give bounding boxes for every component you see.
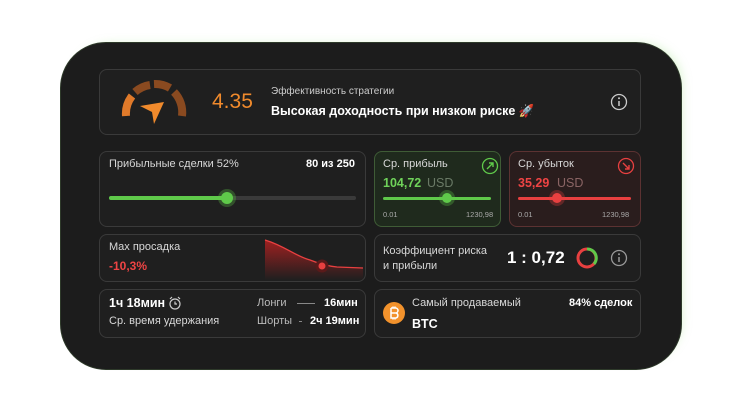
efficiency-panel bbox=[99, 69, 641, 135]
loss-max: 1230,98 bbox=[602, 210, 630, 219]
drawdown-chart bbox=[264, 239, 364, 280]
score: 4.35 bbox=[212, 90, 253, 113]
loss-track bbox=[518, 197, 631, 200]
longs-value: 16мин bbox=[324, 297, 358, 309]
profit-knob bbox=[442, 193, 452, 203]
caption: Эффективность стратегии bbox=[271, 86, 395, 97]
drawdown-value: -10,3% bbox=[109, 259, 148, 273]
top-sold-ticker: BTC bbox=[412, 317, 438, 331]
risk-label-2: и прибыли bbox=[383, 260, 438, 272]
shorts-value: 2ч 19мин bbox=[310, 315, 360, 327]
drawdown-label: Max просадка bbox=[109, 241, 181, 253]
profit-label: Ср. прибыль bbox=[383, 158, 448, 170]
profitable-knob bbox=[221, 192, 233, 204]
headline: Высокая доходность при низком риске 🚀 bbox=[271, 104, 535, 118]
top-sold-share: 84% сделок bbox=[569, 297, 633, 309]
info-icon[interactable] bbox=[610, 93, 628, 111]
loss-label: Ср. убыток bbox=[518, 158, 574, 170]
profitable-panel bbox=[99, 151, 366, 227]
loss-min: 0.01 bbox=[518, 210, 533, 219]
profit-unit: USD bbox=[427, 176, 454, 190]
clock-icon bbox=[169, 296, 181, 310]
top-sold-caption: Самый продаваемый bbox=[412, 297, 521, 309]
gauge-icon bbox=[121, 80, 187, 124]
hold-caption: Ср. время удержания bbox=[109, 315, 220, 327]
hold-time: 1ч 18мин bbox=[109, 296, 166, 310]
profit-min: 0.01 bbox=[383, 210, 398, 219]
risk-donut bbox=[576, 247, 598, 269]
top-sold-panel bbox=[374, 289, 641, 338]
btc-icon bbox=[383, 302, 405, 324]
profit-track bbox=[383, 197, 491, 200]
profitable-fill bbox=[109, 196, 228, 200]
shorts-label: Шорты bbox=[257, 315, 293, 327]
profitable-label: Прибыльные сделки 52% bbox=[109, 158, 239, 170]
profit-panel bbox=[374, 151, 501, 227]
loss-unit: USD bbox=[557, 176, 584, 190]
longs-bar bbox=[297, 303, 315, 304]
risk-label-1: Коэффициент риска bbox=[383, 245, 488, 257]
loss-knob bbox=[552, 193, 562, 203]
profitable-count: 80 из 250 bbox=[306, 158, 355, 170]
longs-label: Лонги bbox=[257, 297, 287, 309]
loss-value: 35,29 bbox=[518, 176, 550, 190]
up-icon[interactable] bbox=[481, 157, 499, 175]
risk-ratio: 1 : 0,72 bbox=[507, 248, 565, 267]
info-icon[interactable] bbox=[610, 249, 628, 267]
profit-max: 1230,98 bbox=[466, 210, 494, 219]
shorts-bar bbox=[299, 321, 302, 322]
down-icon[interactable] bbox=[617, 157, 635, 175]
profit-value: 104,72 bbox=[383, 176, 422, 190]
hold-panel bbox=[99, 289, 366, 338]
